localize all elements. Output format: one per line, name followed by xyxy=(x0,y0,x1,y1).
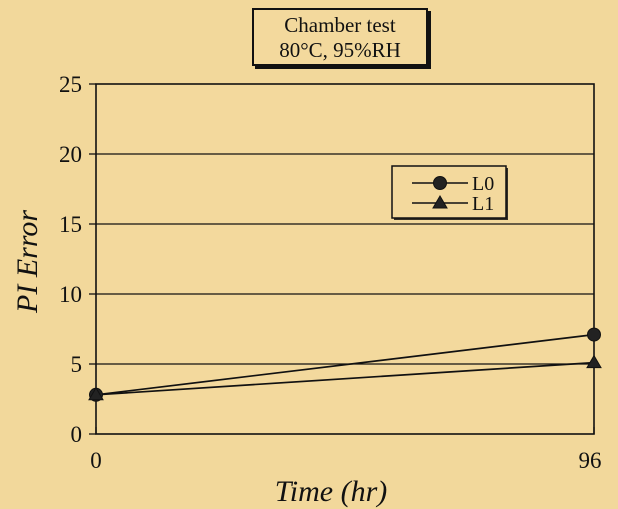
y-axis-tick-label: 10 xyxy=(59,282,82,307)
data-point-l1-0 xyxy=(88,386,104,401)
data-point-l1-1 xyxy=(586,354,602,369)
x-axis-tick-label: 96 xyxy=(579,448,602,473)
legend-marker-l0 xyxy=(433,176,447,190)
series-line-l0 xyxy=(95,333,595,396)
y-axis-title: PI Error xyxy=(11,209,44,313)
legend-label-l1: L1 xyxy=(472,193,494,215)
y-axis-tick-label: 20 xyxy=(59,142,82,167)
legend-label-l0: L0 xyxy=(472,173,494,195)
x-axis-title: Time (hr) xyxy=(274,475,388,508)
chart-title: Chamber test xyxy=(284,13,396,37)
axes xyxy=(95,83,595,435)
y-axis-tick-label: 5 xyxy=(71,352,83,377)
series-line-l1 xyxy=(95,361,595,396)
legend-marker-l1 xyxy=(432,195,448,209)
chart-subtitle: 80°C, 95%RH xyxy=(279,38,401,62)
series-markers xyxy=(88,327,602,402)
data-point-l0-1 xyxy=(587,327,601,342)
plot-area xyxy=(96,84,594,434)
x-axis-tick-label: 0 xyxy=(90,448,102,473)
series-lines xyxy=(95,333,595,396)
y-axis-tick-label: 0 xyxy=(71,422,83,447)
y-axis-tick-label: 25 xyxy=(59,72,82,97)
ticks: 0 5 10 15 20 25 0 96 xyxy=(59,72,602,473)
chart-title-box: Chamber test 80°C, 95%RH xyxy=(252,8,428,66)
y-axis-tick-label: 15 xyxy=(59,212,82,237)
legend-box xyxy=(391,165,507,219)
plot-frame xyxy=(95,83,595,435)
